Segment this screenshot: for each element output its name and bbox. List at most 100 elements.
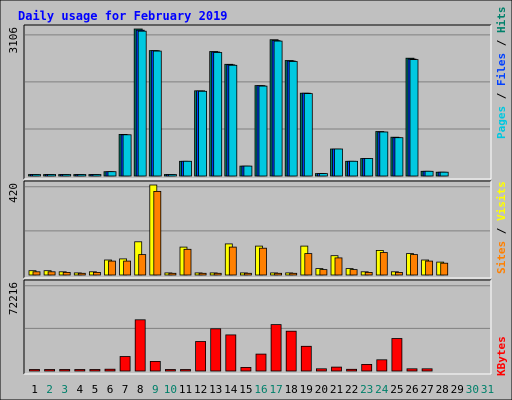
bar-pages-day-15	[243, 165, 253, 177]
bar-sites-day-1	[32, 271, 41, 276]
bar-sites-day-10	[168, 272, 177, 276]
legend-entry: Visits	[495, 181, 508, 221]
bar-pages-day-20	[318, 173, 328, 177]
bar-pages-day-3	[62, 174, 72, 177]
bar-kbytes-day-18	[285, 330, 297, 372]
x-tick-label-11: 11	[179, 383, 192, 396]
x-tick-label-7: 7	[122, 383, 129, 396]
x-tick-label-4: 4	[76, 383, 83, 396]
legend-entry: /	[495, 221, 508, 241]
legend: Pages / Files / Hits	[495, 7, 508, 140]
bar-pages-day-5	[92, 174, 102, 177]
x-tick-label-21: 21	[330, 383, 343, 396]
bar-pages-day-27	[424, 170, 434, 177]
bar-kbytes-day-17	[270, 324, 282, 372]
bar-pages-day-4	[77, 174, 87, 177]
legend-entry: Sites	[495, 241, 508, 274]
bar-kbytes-day-1	[29, 369, 40, 372]
bar-kbytes-day-22	[346, 368, 358, 372]
panel-pages-files-hits: 3106 Pages / Files / Hits	[7, 7, 508, 180]
bar-sites-day-13	[213, 272, 222, 276]
bar-pages-day-9	[152, 50, 162, 177]
bar-kbytes-day-24	[376, 359, 388, 372]
bar-kbytes-day-8	[134, 319, 146, 372]
x-tick-label-28: 28	[436, 383, 449, 396]
bar-sites-day-21	[334, 257, 343, 276]
chart-title: Daily usage for February 2019	[18, 9, 228, 23]
legend: KBytes	[495, 336, 508, 376]
bar-kbytes-day-4	[74, 369, 86, 372]
bar-sites-day-20	[319, 269, 328, 276]
bar-pages-day-11	[183, 160, 192, 177]
x-tick-label-25: 25	[390, 383, 403, 396]
bar-sites-day-15	[243, 272, 252, 276]
bar-pages-day-17	[273, 40, 283, 177]
bar-sites-day-23	[364, 271, 373, 276]
bar-pages-day-1	[32, 174, 41, 177]
bar-kbytes-day-6	[104, 368, 116, 372]
bar-sites-day-5	[93, 271, 101, 276]
bar-sites-day-24	[379, 252, 388, 276]
bar-sites-day-28	[440, 262, 449, 276]
bar-sites-day-27	[425, 260, 434, 276]
x-tick-label-19: 19	[300, 383, 313, 396]
x-tick-label-14: 14	[224, 383, 238, 396]
bar-sites-day-2	[47, 271, 56, 276]
bar-kbytes-day-9	[149, 360, 161, 372]
bar-pages-day-19	[303, 93, 313, 177]
x-tick-label-2: 2	[46, 383, 53, 396]
bar-pages-day-14	[228, 64, 238, 177]
x-tick-label-30: 30	[466, 383, 479, 396]
legend-entry: /	[495, 86, 508, 106]
x-tick-label-27: 27	[420, 383, 433, 396]
bar-kbytes-day-3	[59, 369, 71, 372]
legend-entry: KBytes	[495, 336, 508, 376]
bar-kbytes-day-13	[210, 328, 222, 372]
bar-sites-day-25	[394, 271, 403, 276]
x-tick-label-23: 23	[360, 383, 373, 396]
bar-pages-day-24	[379, 131, 389, 177]
x-tick-label-13: 13	[209, 383, 222, 396]
bar-sites-day-18	[289, 272, 298, 276]
bar-sites-day-16	[259, 247, 267, 276]
bar-kbytes-day-2	[44, 369, 55, 372]
x-tick-label-3: 3	[61, 383, 68, 396]
bar-kbytes-day-11	[180, 369, 191, 372]
bar-kbytes-day-25	[391, 338, 403, 372]
bar-pages-day-28	[439, 171, 449, 177]
bar-pages-day-13	[213, 52, 223, 177]
bar-kbytes-day-10	[164, 369, 176, 372]
bar-sites-day-6	[108, 260, 116, 276]
x-tick-label-15: 15	[239, 383, 252, 396]
bar-pages-day-22	[349, 160, 359, 177]
bar-pages-day-18	[288, 61, 298, 177]
bar-pages-day-2	[47, 174, 56, 177]
bar-sites-day-14	[228, 246, 237, 276]
bar-sites-day-11	[183, 248, 192, 276]
bar-sites-day-22	[349, 269, 358, 276]
x-tick-label-17: 17	[269, 383, 282, 396]
bar-pages-day-16	[258, 85, 268, 177]
x-tick-label-6: 6	[107, 383, 114, 396]
legend-entry: Pages	[495, 106, 508, 139]
bar-pages-day-6	[107, 171, 117, 177]
bar-sites-day-3	[62, 271, 71, 276]
bar-sites-day-4	[77, 272, 86, 276]
legend-entry: Files	[495, 53, 508, 86]
bar-pages-day-23	[364, 158, 374, 177]
x-axis-labels: 1 2 3 4 5 6 7 8 9 10 11 12 13 14 15 16 17 18 19 20 21 22 23 24 2…	[31, 383, 494, 396]
x-tick-label-10: 10	[164, 383, 177, 396]
x-tick-label-5: 5	[92, 383, 99, 396]
panel-sites-visits: 420 Sites / Visits	[7, 180, 508, 279]
bar-pages-day-8	[137, 30, 147, 177]
bar-sites-day-19	[304, 253, 313, 276]
bar-pages-day-10	[167, 174, 177, 177]
x-tick-label-16: 16	[254, 383, 267, 396]
bar-sites-day-8	[138, 254, 147, 276]
x-tick-label-31: 31	[481, 383, 494, 396]
bar-pages-day-21	[334, 148, 343, 177]
legend-entry: /	[495, 33, 508, 53]
bar-kbytes-day-26	[406, 368, 418, 372]
x-tick-label-8: 8	[137, 383, 144, 396]
bar-pages-day-12	[198, 90, 208, 177]
